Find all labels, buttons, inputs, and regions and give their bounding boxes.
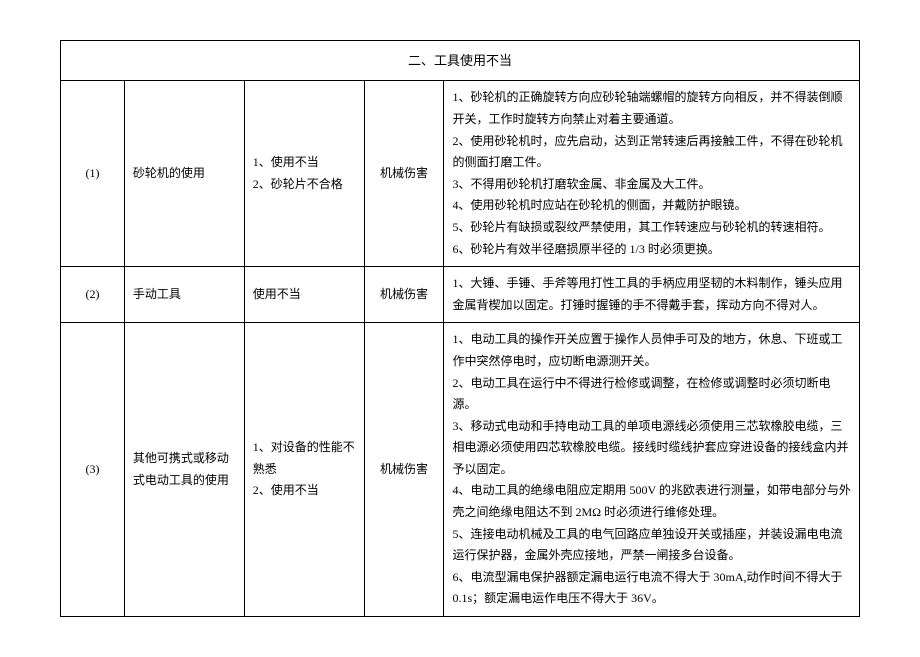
row-num: (3) (61, 323, 125, 617)
row-harm: 机械伤害 (364, 81, 444, 267)
desc-item: 6、电流型漏电保护器额定漏电运行电流不得大于 30mA,动作时间不得大于 0.1… (452, 567, 851, 610)
row-factors: 1、使用不当 2、砂轮片不合格 (244, 81, 364, 267)
row-item: 砂轮机的使用 (124, 81, 244, 267)
row-factors: 使用不当 (244, 267, 364, 323)
row-desc: 1、大锤、手锤、手斧等甩打性工具的手柄应用坚韧的木料制作，锤头应用金属背楔加以固… (444, 267, 860, 323)
desc-item: 2、电动工具在运行中不得进行检修或调整，在检修或调整时必须切断电源。 (452, 373, 851, 416)
row-desc: 1、砂轮机的正确旋转方向应砂轮轴端螺帽的旋转方向相反，并不得装倒顺开关，工作时旋… (444, 81, 860, 267)
desc-item: 6、砂轮片有效半径磨损原半径的 1/3 时必须更换。 (452, 239, 851, 261)
desc-list: 1、砂轮机的正确旋转方向应砂轮轴端螺帽的旋转方向相反，并不得装倒顺开关，工作时旋… (452, 87, 851, 260)
row-factors: 1、对设备的性能不熟悉 2、使用不当 (244, 323, 364, 617)
table-title: 二、工具使用不当 (61, 41, 860, 81)
desc-item: 3、移动式电动和手持电动工具的单项电源线必须使用三芯软橡胶电缆，三相电源必须使用… (452, 416, 851, 481)
table-row: (2) 手动工具 使用不当 机械伤害 1、大锤、手锤、手斧等甩打性工具的手柄应用… (61, 267, 860, 323)
safety-table: 二、工具使用不当 (1) 砂轮机的使用 1、使用不当 2、砂轮片不合格 机械伤害… (60, 40, 860, 617)
row-item: 手动工具 (124, 267, 244, 323)
desc-item: 3、不得用砂轮机打磨软金属、非金属及大工件。 (452, 174, 851, 196)
desc-item: 1、砂轮机的正确旋转方向应砂轮轴端螺帽的旋转方向相反，并不得装倒顺开关，工作时旋… (452, 87, 851, 130)
table-row: (1) 砂轮机的使用 1、使用不当 2、砂轮片不合格 机械伤害 1、砂轮机的正确… (61, 81, 860, 267)
desc-list: 1、大锤、手锤、手斧等甩打性工具的手柄应用坚韧的木料制作，锤头应用金属背楔加以固… (452, 273, 851, 316)
table-title-row: 二、工具使用不当 (61, 41, 860, 81)
row-item: 其他可携式或移动式电动工具的使用 (124, 323, 244, 617)
desc-item: 1、大锤、手锤、手斧等甩打性工具的手柄应用坚韧的木料制作，锤头应用金属背楔加以固… (452, 273, 851, 316)
row-harm: 机械伤害 (364, 323, 444, 617)
row-harm: 机械伤害 (364, 267, 444, 323)
desc-list: 1、电动工具的操作开关应置于操作人员伸手可及的地方，休息、下班或工作中突然停电时… (452, 329, 851, 610)
desc-item: 4、使用砂轮机时应站在砂轮机的侧面，并戴防护眼镜。 (452, 195, 851, 217)
desc-item: 5、连接电动机械及工具的电气回路应单独设开关或插座，并装设漏电电流运行保护器，金… (452, 524, 851, 567)
row-num: (1) (61, 81, 125, 267)
row-desc: 1、电动工具的操作开关应置于操作人员伸手可及的地方，休息、下班或工作中突然停电时… (444, 323, 860, 617)
desc-item: 1、电动工具的操作开关应置于操作人员伸手可及的地方，休息、下班或工作中突然停电时… (452, 329, 851, 372)
table-row: (3) 其他可携式或移动式电动工具的使用 1、对设备的性能不熟悉 2、使用不当 … (61, 323, 860, 617)
desc-item: 5、砂轮片有缺损或裂纹严禁使用，其工作转速应与砂轮机的转速相符。 (452, 217, 851, 239)
row-num: (2) (61, 267, 125, 323)
desc-item: 2、使用砂轮机时，应先启动，达到正常转速后再接触工件，不得在砂轮机的侧面打磨工件… (452, 131, 851, 174)
desc-item: 4、电动工具的绝缘电阻应定期用 500V 的兆欧表进行测量，如带电部分与外壳之间… (452, 480, 851, 523)
